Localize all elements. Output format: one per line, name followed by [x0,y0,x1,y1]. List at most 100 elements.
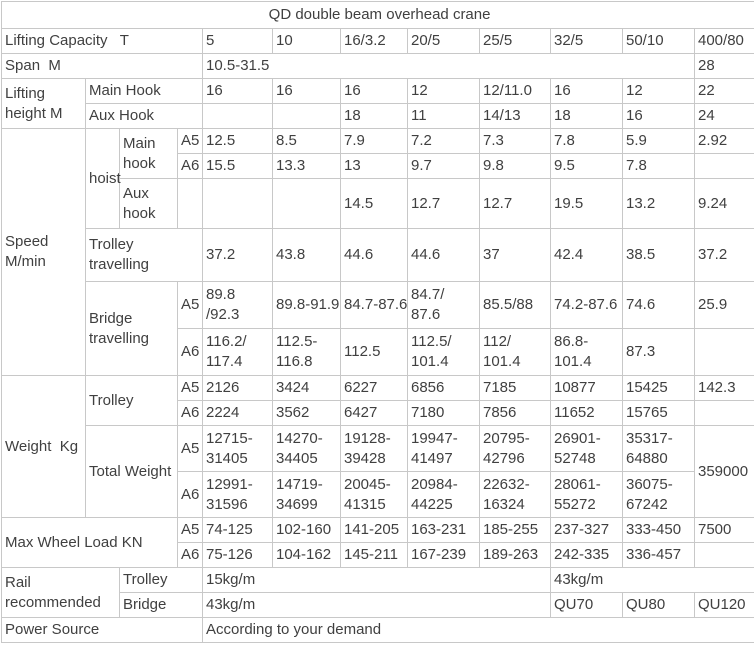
value-cell: 12991- 31596 [202,471,273,518]
value-cell: 15425 [622,375,695,401]
value-cell: 35317- 64880 [622,425,695,472]
value-cell: 7.9 [340,128,408,154]
capacity-header: 20/5 [407,28,480,54]
value-cell: 189-263 [479,542,551,568]
value-cell: 22 [693,78,754,104]
value-cell: 12/11.0 [479,78,551,104]
value-cell: 9.7 [407,153,480,179]
value-cell: 74-125 [202,517,273,543]
value-cell: 26901- 52748 [550,425,623,472]
row-label-weight: Weight Kg [1,375,86,518]
value-cell: 25.9 [693,281,754,329]
row-label-max-wheel-load: Max Wheel Load KN [1,517,178,568]
value-cell: 18 [550,103,623,129]
value-cell [693,400,754,426]
value-cell: 112/ 101.4 [479,328,551,376]
value-cell: 14719- 34699 [272,471,341,518]
class-label-a5: A5 [177,425,203,472]
row-label-bridge-travelling: Bridge travelling [85,281,178,376]
value-cell: 6227 [340,375,408,401]
value-cell: 7.8 [550,128,623,154]
value-cell: 16 [272,78,341,104]
row-label-lifting-height: Lifting height M [1,78,86,129]
row-label-span: Span M [1,53,203,79]
value-cell: According to your demand [201,617,754,643]
value-cell: 112.5 [340,328,408,376]
value-cell: 43kg/m [549,567,754,593]
empty-cell [177,178,203,229]
capacity-header: 10 [272,28,341,54]
row-label-trolley-travelling: Trolley travelling [85,228,203,282]
value-cell: 43.8 [272,228,341,282]
class-label-a6: A6 [177,471,203,518]
value-cell: 167-239 [407,542,480,568]
value-cell: 20045- 41315 [340,471,408,518]
value-cell: 112.5- 116.8 [272,328,341,376]
value-cell: 75-126 [202,542,273,568]
value-cell: 359000 [693,425,754,518]
class-label-a5: A5 [177,281,203,329]
class-label-a6: A6 [177,153,203,179]
row-label-lifting-capacity: Lifting Capacity T [1,28,203,54]
value-cell: 7856 [479,400,551,426]
value-cell: QU120 [693,592,754,618]
value-cell: 9.8 [479,153,551,179]
value-cell: 43kg/m [202,592,551,618]
value-cell: 13.3 [272,153,341,179]
value-cell: 84.7/ 87.6 [407,281,480,329]
capacity-header: 16/3.2 [340,28,408,54]
value-cell: 13 [340,153,408,179]
value-cell: 86.8- 101.4 [550,328,623,376]
value-cell: 185-255 [479,517,551,543]
value-cell: QU80 [622,592,695,618]
value-cell: 37 [479,228,551,282]
value-cell: 7.2 [407,128,480,154]
value-cell: 38.5 [622,228,695,282]
value-cell: 22632- 16324 [479,471,551,518]
value-cell: 74.6 [622,281,695,329]
value-cell: 12715- 31405 [202,425,273,472]
value-cell: 9.24 [693,178,754,229]
value-cell: 5.9 [622,128,695,154]
value-cell: 12 [622,78,695,104]
class-label-a6: A6 [177,542,203,568]
value-cell: 13.2 [622,178,695,229]
value-cell [202,103,273,129]
value-cell: 142.3 [693,375,754,401]
value-cell [693,542,754,568]
row-label-power-source: Power Source [1,617,203,643]
value-cell: 11652 [550,400,623,426]
value-cell: 3424 [272,375,341,401]
value-cell: 7.8 [622,153,695,179]
value-cell: 12.5 [202,128,273,154]
value-cell: 116.2/ 117.4 [202,328,273,376]
row-label-speed-main-hook: Main hook [119,128,178,179]
value-cell: 2.92 [693,128,754,154]
table-title: QD double beam overhead crane [0,1,754,29]
value-cell: 3562 [272,400,341,426]
class-label-a5: A5 [177,375,203,401]
value-cell: 7500 [693,517,754,543]
value-cell: 16 [550,78,623,104]
value-cell: 14.5 [340,178,408,229]
value-cell: 16 [340,78,408,104]
value-cell: 8.5 [272,128,341,154]
value-cell: 14270- 34405 [272,425,341,472]
value-cell: 102-160 [272,517,341,543]
value-cell: 15.5 [202,153,273,179]
capacity-header: 25/5 [479,28,551,54]
value-cell: 16 [622,103,695,129]
value-cell: 104-162 [272,542,341,568]
row-label-total-weight: Total Weight [85,425,178,518]
value-cell: 2126 [202,375,273,401]
value-cell: 37.2 [693,228,754,282]
row-label-aux-hook: Aux Hook [85,103,203,129]
value-cell [693,153,754,179]
value-cell: 24 [693,103,754,129]
value-cell: 163-231 [407,517,480,543]
row-label-speed-aux-hook: Aux hook [119,178,178,229]
value-cell: 20795- 42796 [479,425,551,472]
value-cell: 14/13 [479,103,551,129]
class-label-a6: A6 [177,400,203,426]
value-cell: 7.3 [479,128,551,154]
